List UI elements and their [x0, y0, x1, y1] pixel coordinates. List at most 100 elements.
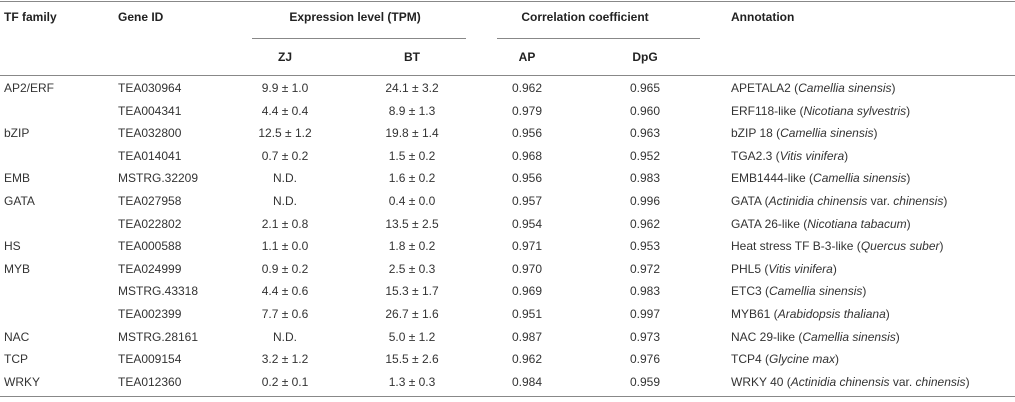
- annotation-part: Camellia sinensis: [780, 126, 874, 141]
- cell-family: EMB: [4, 171, 31, 186]
- cell-family: WRKY: [4, 374, 40, 389]
- cell-ap: 0.969: [511, 284, 543, 299]
- annotation-part: TGA2.3 (: [731, 148, 780, 163]
- cell-dpg: 0.972: [629, 261, 661, 276]
- annotation-part: ERF118-like (: [731, 103, 804, 118]
- cell-gene-id: TEA002399: [118, 307, 182, 321]
- cell-family: HS: [4, 239, 21, 254]
- cell-zj: N.D.: [273, 194, 297, 208]
- annotation-part: WRKY 40 (: [731, 374, 791, 389]
- cell-zj: 9.9 ± 1.0: [261, 81, 309, 95]
- subheader-cell: ZJ: [277, 50, 293, 64]
- cell-bt: 19.8 ± 1.4: [385, 126, 439, 141]
- group-rule: [252, 38, 466, 39]
- cell-zj: 2.1 ± 0.8: [261, 216, 309, 231]
- annotation-part: Glycine max: [769, 352, 836, 367]
- cell-dpg: 0.976: [629, 352, 661, 367]
- header-cell: TF family: [4, 10, 57, 24]
- cell-annotation: GATA 26-like (Nicotiana tabacum): [731, 217, 911, 231]
- annotation-part: Nicotiana sylvestris: [803, 103, 907, 118]
- cell-gene-id: MSTRG.32209: [118, 171, 199, 186]
- annotation-part: ): [873, 126, 878, 141]
- cell-ap: 0.987: [511, 329, 543, 344]
- annotation-part: ): [906, 171, 911, 186]
- annotation-part: ): [939, 239, 944, 254]
- cell-gene-id: TEA022802: [118, 216, 182, 231]
- cell-ap: 0.979: [511, 103, 543, 118]
- cell-zj: 4.4 ± 0.6: [261, 284, 309, 299]
- cell-dpg: 0.997: [629, 307, 661, 321]
- annotation-part: Actinidia chinensis: [768, 194, 868, 208]
- cell-dpg: 0.965: [629, 81, 661, 95]
- bottom-rule: [0, 396, 1015, 397]
- cell-zj: 0.9 ± 0.2: [261, 261, 309, 276]
- cell-gene-id: MSTRG.28161: [118, 329, 199, 344]
- cell-bt: 15.3 ± 1.7: [385, 284, 439, 299]
- cell-gene-id: TEA004341: [118, 103, 182, 118]
- annotation-part: EMB1444-like (: [731, 171, 814, 186]
- header-cell: Expression level (TPM): [289, 10, 421, 24]
- annotation-part: Camellia sinensis: [813, 171, 907, 186]
- header-cell: Gene ID: [118, 10, 164, 24]
- cell-dpg: 0.959: [629, 374, 661, 389]
- cell-zj: N.D.: [273, 171, 297, 186]
- cell-zj: 12.5 ± 1.2: [258, 126, 312, 141]
- cell-bt: 13.5 ± 2.5: [385, 216, 439, 231]
- annotation-part: Quercus suber: [860, 239, 940, 254]
- annotation-part: NAC 29-like (: [731, 329, 803, 344]
- cell-bt: 1.5 ± 0.2: [388, 148, 436, 163]
- annotation-part: GATA (: [731, 194, 769, 208]
- annotation-part: MYB61 (: [731, 307, 778, 321]
- cell-dpg: 0.960: [629, 103, 661, 118]
- annotation-part: ): [906, 216, 911, 231]
- annotation-part: Camellia sinensis: [798, 81, 892, 95]
- annotation-part: APETALA2 (: [731, 81, 799, 95]
- cell-zj: 3.2 ± 1.2: [261, 352, 309, 367]
- cell-ap: 0.984: [511, 374, 543, 389]
- annotation-part: Actinidia chinensis: [790, 374, 890, 389]
- annotation-part: ): [885, 307, 890, 321]
- cell-ap: 0.962: [511, 352, 543, 367]
- annotation-part: TCP4 (: [731, 352, 770, 367]
- annotation-part: ): [832, 261, 837, 276]
- annotation-part: bZIP 18 (: [731, 126, 781, 141]
- cell-annotation: EMB1444-like (Camellia sinensis): [731, 171, 910, 185]
- cell-dpg: 0.983: [629, 284, 661, 299]
- cell-gene-id: TEA030964: [118, 81, 182, 95]
- cell-annotation: TCP4 (Glycine max): [731, 352, 839, 366]
- cell-ap: 0.968: [511, 148, 543, 163]
- cell-annotation: bZIP 18 (Camellia sinensis): [731, 126, 878, 140]
- cell-zj: N.D.: [273, 329, 297, 344]
- cell-annotation: WRKY 40 (Actinidia chinensis var. chinen…: [731, 375, 970, 389]
- annotation-part: Vitis vinifera: [768, 261, 833, 276]
- cell-bt: 15.5 ± 2.6: [385, 352, 439, 367]
- cell-dpg: 0.963: [629, 126, 661, 141]
- cell-ap: 0.971: [511, 239, 543, 254]
- cell-ap: 0.962: [511, 81, 543, 95]
- cell-gene-id: TEA024999: [118, 261, 182, 276]
- cell-family: TCP: [4, 352, 28, 367]
- cell-zj: 4.4 ± 0.4: [261, 103, 309, 118]
- cell-gene-id: TEA000588: [118, 239, 182, 254]
- cell-annotation: NAC 29-like (Camellia sinensis): [731, 330, 900, 344]
- cell-dpg: 0.952: [629, 148, 661, 163]
- annotation-part: Vitis vinifera: [779, 148, 845, 163]
- annotation-part: chinensis: [915, 374, 966, 389]
- group-rule: [497, 38, 700, 39]
- cell-dpg: 0.962: [629, 216, 661, 231]
- cell-gene-id: TEA014041: [118, 148, 182, 163]
- header-rule: [0, 75, 1015, 76]
- cell-annotation: PHL5 (Vitis vinifera): [731, 262, 837, 276]
- annotation-part: ): [906, 103, 911, 118]
- subheader-cell: BT: [404, 50, 420, 64]
- subheader-cell: DpG: [632, 50, 658, 64]
- cell-dpg: 0.973: [629, 329, 661, 344]
- cell-gene-id: MSTRG.43318: [118, 284, 199, 299]
- annotation-part: chinensis: [893, 194, 944, 208]
- cell-zj: 0.2 ± 0.1: [261, 374, 309, 389]
- cell-dpg: 0.953: [629, 239, 661, 254]
- cell-annotation: Heat stress TF B-3-like (Quercus suber): [731, 239, 944, 253]
- annotation-part: Camellia sinensis: [802, 329, 896, 344]
- cell-annotation: ETC3 (Camellia sinensis): [731, 284, 866, 298]
- cell-gene-id: TEA009154: [118, 352, 182, 367]
